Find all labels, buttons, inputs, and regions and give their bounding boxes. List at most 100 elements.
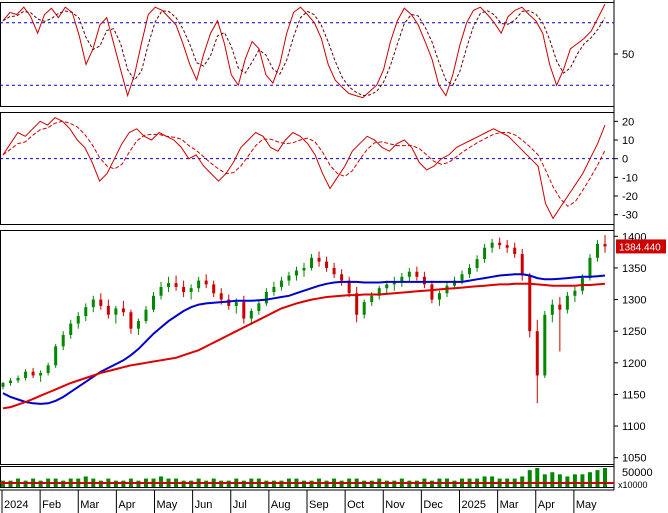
candle-body	[242, 302, 246, 319]
candle-body	[272, 286, 276, 292]
osc2-tick-label: -10	[622, 172, 638, 184]
candle-body	[234, 302, 238, 306]
candle-body	[159, 286, 163, 296]
candle-body	[84, 307, 88, 317]
osc2-tick-label: 10	[622, 135, 634, 147]
candle-body	[558, 304, 562, 310]
osc2-tick-label: -20	[622, 191, 638, 203]
volume-bar	[565, 476, 570, 487]
candles-group	[1, 235, 607, 404]
price-tick-label: 1150	[622, 389, 646, 401]
candle-body	[422, 276, 426, 285]
candle-body	[310, 257, 314, 268]
candle-body	[287, 275, 291, 281]
candle-body	[39, 372, 43, 376]
candle-body	[69, 323, 73, 335]
candle-body	[302, 267, 306, 271]
candle-body	[197, 280, 201, 289]
candle-body	[415, 271, 419, 277]
osc2-signal-line	[2, 120, 606, 207]
volume-unit-label: x10000	[618, 480, 648, 490]
price-tick-label: 1200	[622, 358, 646, 370]
candle-body	[332, 267, 336, 275]
candle-body	[400, 276, 404, 282]
candle-body	[99, 299, 103, 306]
candle-body	[136, 321, 140, 329]
candle-body	[505, 245, 509, 248]
candle-body	[227, 299, 231, 306]
osc2-panel-frame	[0, 112, 615, 225]
candle-body	[249, 310, 253, 319]
last-price-label: 1384.440	[619, 242, 661, 253]
x-tick-label: Oct	[347, 499, 364, 511]
x-tick-label: Dec	[423, 499, 443, 511]
volume-bar	[159, 476, 164, 487]
candle-body	[16, 377, 20, 381]
candle-body	[106, 305, 110, 315]
volume-bar	[490, 476, 495, 487]
candle-body	[76, 316, 80, 324]
x-tick-label: Jul	[233, 499, 247, 511]
candle-body	[31, 371, 35, 376]
osc2-main-line	[2, 116, 606, 220]
candle-body	[588, 257, 592, 279]
osc1-tick-label: 50	[622, 49, 634, 61]
osc1-panel-frame	[0, 2, 615, 107]
price-tick-label: 1300	[622, 295, 646, 307]
candle-body	[603, 243, 607, 247]
x-tick-label: Apr	[538, 499, 555, 511]
candle-body	[212, 284, 216, 294]
osc2-tick-label: 20	[622, 116, 634, 128]
candle-body	[460, 274, 464, 281]
price-tick-label: 1100	[622, 421, 646, 433]
x-tick-label: Mar	[80, 499, 99, 511]
candle-body	[167, 283, 171, 287]
candle-body	[513, 247, 517, 255]
x-tick-label: Jun	[195, 499, 213, 511]
volume-bar	[520, 476, 525, 487]
volume-bar	[542, 474, 547, 487]
candle-body	[189, 288, 193, 292]
candle-body	[121, 308, 125, 313]
ma-short-line	[2, 273, 606, 405]
osc1-signal-line	[2, 10, 606, 97]
candle-body	[204, 280, 208, 285]
candle-body	[325, 261, 329, 268]
candle-body	[257, 303, 261, 311]
candle-body	[430, 284, 434, 300]
candle-body	[468, 267, 472, 275]
candle-body	[407, 271, 411, 277]
x-tick-label: Apr	[118, 499, 135, 511]
candle-body	[535, 331, 539, 376]
volume-bar	[550, 472, 555, 487]
candle-body	[129, 312, 133, 329]
candle-body	[573, 290, 577, 296]
candle-body	[279, 280, 283, 287]
candle-body	[61, 334, 65, 347]
candle-body	[453, 280, 456, 286]
x-tick-label: Nov	[385, 499, 405, 511]
candle-body	[392, 281, 396, 285]
x-tick-label: May	[157, 499, 178, 511]
x-tick-label: Feb	[42, 499, 61, 511]
last-price-tag	[616, 239, 666, 254]
candle-body	[490, 242, 494, 248]
candle-body	[24, 371, 28, 378]
volume-bar	[482, 476, 487, 487]
candle-body	[174, 283, 178, 287]
x-tick-label: Mar	[500, 499, 519, 511]
volume-bar	[83, 476, 88, 487]
candle-body	[370, 295, 374, 303]
x-tick-label: May	[576, 499, 597, 511]
x-tick-label: 2025	[462, 499, 486, 511]
candle-body	[475, 259, 479, 268]
osc2-tick-label: -30	[622, 210, 638, 222]
candle-body	[355, 293, 359, 315]
candle-body	[317, 257, 321, 262]
volume-bar	[535, 468, 540, 487]
x-tick-label: Aug	[271, 499, 291, 511]
candle-body	[543, 314, 547, 376]
candle-body	[498, 242, 502, 246]
candle-body	[483, 247, 487, 260]
